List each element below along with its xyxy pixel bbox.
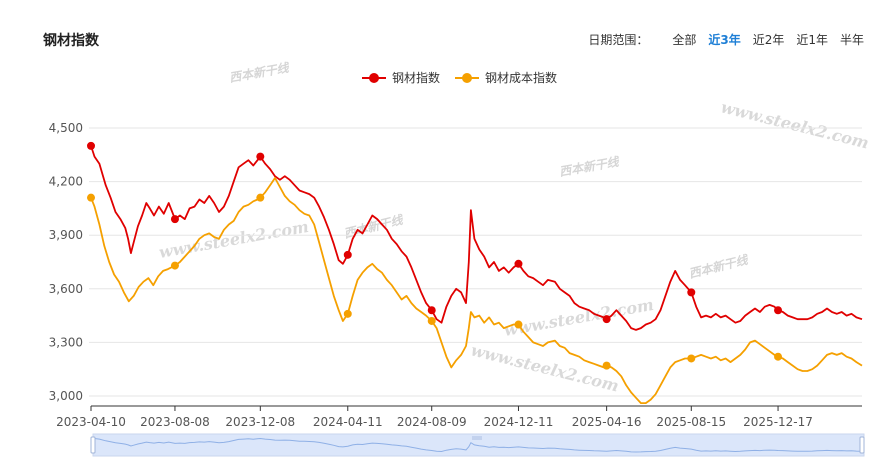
series-line-steel-index[interactable] xyxy=(90,145,863,331)
y-tick-label: 4,200 xyxy=(49,175,83,189)
x-axis: 2023-04-10 2023-08-08 2023-12-08 2024-04-11… xyxy=(56,405,862,429)
steel-cost-index-point[interactable] xyxy=(87,193,95,202)
slider-handle-left[interactable] xyxy=(90,436,96,454)
steel-index-point[interactable] xyxy=(343,250,352,259)
steel-index-point[interactable] xyxy=(514,259,523,268)
series-line-steel-cost-index[interactable] xyxy=(90,177,863,404)
x-tick-label: 2025-08-15 xyxy=(656,415,726,429)
legend[interactable]: 钢材指数 钢材成本指数 xyxy=(362,70,557,85)
watermark-text: www.steelx2.com xyxy=(157,217,310,262)
legend-label: 钢材成本指数 xyxy=(485,70,557,85)
watermark-text: www.steelx2.com xyxy=(719,97,871,152)
y-tick-label: 3,300 xyxy=(49,335,83,349)
legend-marker xyxy=(369,73,379,83)
range-option-2y[interactable]: 近2年 xyxy=(752,33,785,47)
steel-cost-index-point[interactable] xyxy=(774,352,783,361)
steel-cost-index-point[interactable] xyxy=(514,320,523,329)
watermark-text: 西本新干线 xyxy=(558,154,621,179)
x-tick-label: 2023-12-08 xyxy=(225,415,295,429)
steel-index-point[interactable] xyxy=(87,141,95,150)
range-option-1y[interactable]: 近1年 xyxy=(796,33,828,47)
legend-item-steel-index[interactable]: 钢材指数 xyxy=(362,70,440,85)
x-tick-label: 2023-08-08 xyxy=(140,415,210,429)
legend-item-steel-cost-index[interactable]: 钢材成本指数 xyxy=(455,70,557,85)
range-option-3y[interactable]: 近3年 xyxy=(708,33,741,47)
watermark-text: www.steelx2.com xyxy=(469,340,621,395)
x-tick-label: 2025-12-17 xyxy=(743,415,813,429)
legend-marker xyxy=(462,73,472,83)
y-tick-label: 3,900 xyxy=(49,228,83,242)
watermark-text: 西本新干线 xyxy=(687,252,751,281)
grid-lines xyxy=(89,127,862,397)
zoom-slider[interactable] xyxy=(90,433,865,457)
x-tick-label: 2024-04-11 xyxy=(313,415,383,429)
steel-index-point[interactable] xyxy=(687,288,696,297)
date-range-label: 日期范围： xyxy=(588,33,649,47)
steel-index-point[interactable] xyxy=(774,306,783,315)
steel-cost-index-point[interactable] xyxy=(170,261,179,270)
slider-handle-right[interactable] xyxy=(859,436,865,454)
range-option-all[interactable]: 全部 xyxy=(672,33,697,47)
steel-index-point[interactable] xyxy=(170,215,179,224)
watermark-layer: 西本新干线 www.steelx2.com 西本新干线 www.steelx2.com… xyxy=(157,60,870,395)
y-tick-label: 3,000 xyxy=(49,389,83,403)
y-axis: 3,000 3,300 3,600 3,900 4,200 4,500 xyxy=(49,121,83,403)
steel-index-point[interactable] xyxy=(256,152,265,161)
steel-cost-index-point[interactable] xyxy=(256,193,265,202)
steel-cost-index-point[interactable] xyxy=(427,316,436,325)
steel-cost-index-point[interactable] xyxy=(343,309,352,318)
series-layer xyxy=(87,141,863,404)
y-tick-label: 3,600 xyxy=(49,282,83,296)
slider-grip[interactable] xyxy=(472,436,482,440)
range-option-half-year[interactable]: 半年 xyxy=(839,33,864,47)
page-title: 钢材指数 xyxy=(43,33,99,49)
steel-cost-index-point[interactable] xyxy=(602,361,611,370)
steel-cost-index-point[interactable] xyxy=(687,354,696,363)
y-tick-label: 4,500 xyxy=(49,121,83,135)
date-range-selector: 日期范围： 全部 近3年 近2年 近1年 半年 xyxy=(588,31,864,48)
slider-preview-line xyxy=(90,437,863,453)
x-tick-label: 2024-08-09 xyxy=(397,415,467,429)
steel-index-point[interactable] xyxy=(427,306,436,315)
x-tick-label: 2024-12-11 xyxy=(484,415,554,429)
x-tick-label: 2023-04-10 xyxy=(56,415,126,429)
watermark-text: 西本新干线 xyxy=(228,60,291,85)
legend-label: 钢材指数 xyxy=(392,70,440,85)
x-tick-label: 2025-04-16 xyxy=(572,415,642,429)
steel-index-point[interactable] xyxy=(602,315,611,324)
